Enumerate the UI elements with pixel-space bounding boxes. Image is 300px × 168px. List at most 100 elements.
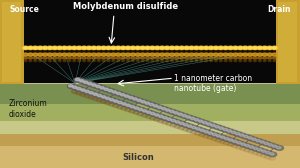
Circle shape <box>197 119 206 124</box>
Circle shape <box>27 46 33 50</box>
Circle shape <box>166 60 169 62</box>
Bar <box>0 104 300 121</box>
Circle shape <box>258 57 262 59</box>
Circle shape <box>137 108 146 112</box>
Circle shape <box>175 57 179 59</box>
Circle shape <box>206 122 214 127</box>
Bar <box>24 46 276 53</box>
Circle shape <box>164 108 173 113</box>
Circle shape <box>95 85 103 89</box>
Circle shape <box>84 90 92 94</box>
Circle shape <box>202 121 207 124</box>
Circle shape <box>239 60 242 62</box>
Circle shape <box>118 101 122 104</box>
Circle shape <box>211 137 218 141</box>
Circle shape <box>214 125 222 130</box>
Circle shape <box>198 46 204 50</box>
Circle shape <box>141 60 144 62</box>
Circle shape <box>101 96 106 98</box>
Circle shape <box>34 47 37 49</box>
Circle shape <box>167 118 171 120</box>
Circle shape <box>163 117 167 119</box>
Text: Source: Source <box>10 5 40 14</box>
Circle shape <box>81 46 87 50</box>
Circle shape <box>146 60 149 62</box>
Circle shape <box>271 144 280 149</box>
Circle shape <box>124 95 129 97</box>
Circle shape <box>199 120 203 122</box>
Circle shape <box>136 57 140 59</box>
Bar <box>0 84 300 104</box>
Circle shape <box>117 101 125 105</box>
Circle shape <box>146 47 149 49</box>
Circle shape <box>133 106 141 111</box>
Circle shape <box>261 150 266 152</box>
Circle shape <box>89 92 93 94</box>
Circle shape <box>190 60 193 62</box>
Circle shape <box>37 46 43 50</box>
Circle shape <box>164 46 170 50</box>
Circle shape <box>230 130 238 135</box>
Circle shape <box>164 53 170 56</box>
Circle shape <box>208 46 214 50</box>
Circle shape <box>242 135 251 139</box>
Circle shape <box>272 145 277 147</box>
Circle shape <box>229 60 232 62</box>
Circle shape <box>234 47 237 49</box>
Circle shape <box>100 87 104 89</box>
Circle shape <box>223 46 229 50</box>
Circle shape <box>43 47 47 49</box>
Circle shape <box>22 46 28 50</box>
Circle shape <box>189 53 194 56</box>
Circle shape <box>141 113 148 117</box>
Circle shape <box>229 57 233 59</box>
Circle shape <box>194 127 203 132</box>
Circle shape <box>106 97 110 99</box>
Circle shape <box>273 60 276 62</box>
Circle shape <box>104 88 108 90</box>
Text: Silicon: Silicon <box>122 153 154 162</box>
Circle shape <box>249 146 253 148</box>
Circle shape <box>38 47 42 49</box>
Circle shape <box>232 139 240 144</box>
Circle shape <box>107 47 110 49</box>
Circle shape <box>162 108 166 110</box>
Circle shape <box>257 53 262 56</box>
Circle shape <box>121 94 125 96</box>
Circle shape <box>78 60 81 62</box>
Circle shape <box>140 53 145 56</box>
Circle shape <box>199 53 204 56</box>
Circle shape <box>81 53 87 56</box>
Circle shape <box>268 60 271 62</box>
Circle shape <box>200 129 204 131</box>
Circle shape <box>240 146 247 151</box>
Circle shape <box>132 97 140 102</box>
Circle shape <box>58 57 62 59</box>
Circle shape <box>173 111 181 116</box>
Circle shape <box>241 143 245 145</box>
Circle shape <box>146 111 151 113</box>
Circle shape <box>67 57 71 59</box>
Circle shape <box>268 156 275 160</box>
Circle shape <box>203 53 209 56</box>
Circle shape <box>48 60 51 62</box>
Circle shape <box>92 57 96 59</box>
Circle shape <box>199 133 206 137</box>
Circle shape <box>182 114 186 117</box>
Circle shape <box>231 131 236 133</box>
Circle shape <box>99 86 107 91</box>
Circle shape <box>69 85 73 87</box>
Circle shape <box>219 140 226 144</box>
Circle shape <box>169 110 177 114</box>
Circle shape <box>273 47 276 49</box>
Circle shape <box>120 46 126 50</box>
Circle shape <box>175 121 179 123</box>
Circle shape <box>174 120 182 125</box>
Circle shape <box>127 60 130 62</box>
Text: 1 nanometer carbon
nanotube (gate): 1 nanometer carbon nanotube (gate) <box>174 74 252 93</box>
Circle shape <box>92 47 96 49</box>
Circle shape <box>48 57 52 59</box>
Circle shape <box>137 112 144 116</box>
Circle shape <box>196 128 200 130</box>
Circle shape <box>226 129 234 134</box>
